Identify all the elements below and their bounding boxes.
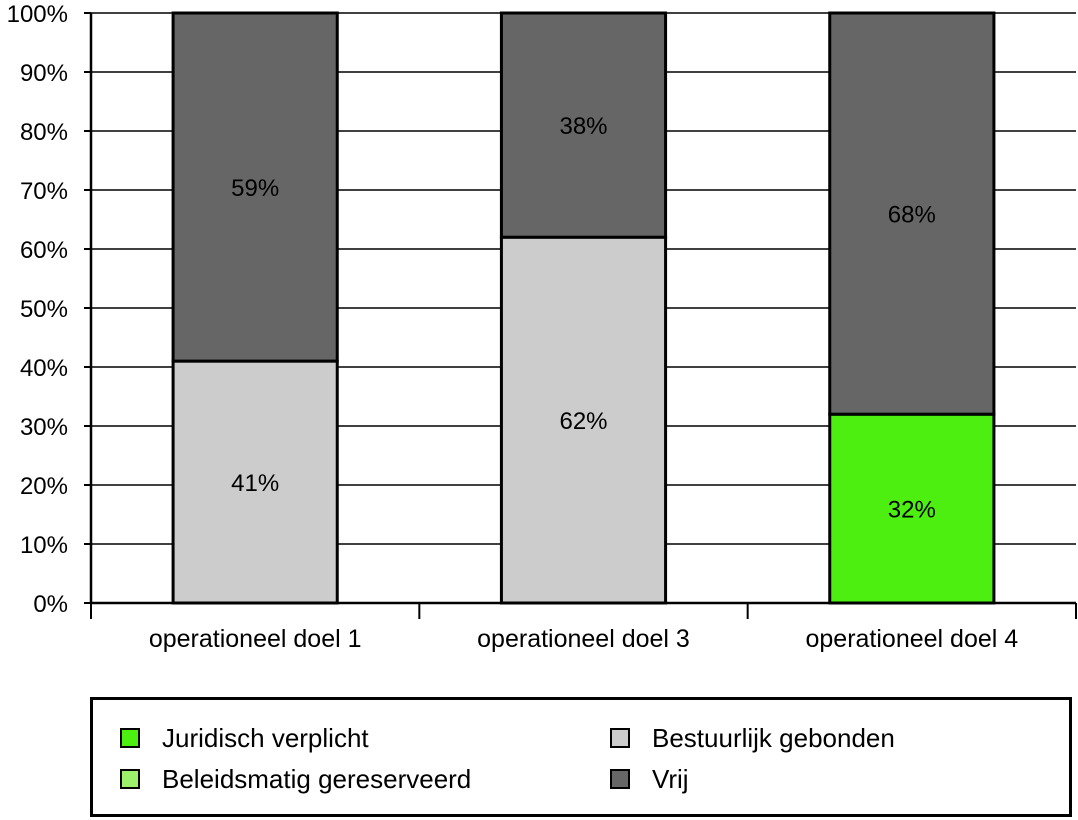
y-tick-label: 0% xyxy=(33,591,68,618)
x-tick-label: operationeel doel 3 xyxy=(477,625,690,653)
legend-label: Juridisch verplicht xyxy=(162,722,369,753)
legend-item-vrij: Vrij xyxy=(610,764,689,794)
y-tick-label: 30% xyxy=(20,414,68,441)
legend-swatch xyxy=(120,769,140,789)
y-tick-label: 60% xyxy=(20,237,68,264)
data-label: 68% xyxy=(888,202,936,229)
y-tick-label: 70% xyxy=(20,178,68,205)
y-tick-label: 10% xyxy=(20,532,68,559)
legend-swatch xyxy=(610,769,630,789)
axes xyxy=(84,12,1077,619)
legend-label: Vrij xyxy=(652,763,689,794)
y-tick-label: 90% xyxy=(20,60,68,87)
legend-item-juridisch-verplicht: Juridisch verplicht xyxy=(120,723,369,753)
x-tick-label: operationeel doel 4 xyxy=(805,625,1018,653)
legend-label: Bestuurlijk gebonden xyxy=(652,722,895,753)
bar-segment xyxy=(171,11,339,363)
legend-item-beleidsmatig-gereserveerd: Beleidsmatig gereserveerd xyxy=(120,764,471,794)
legend-swatch xyxy=(610,728,630,748)
legend-item-bestuurlijk-gebonden: Bestuurlijk gebonden xyxy=(610,723,895,753)
bar-segment xyxy=(828,412,996,605)
bars xyxy=(171,11,996,605)
data-label: 38% xyxy=(559,113,607,140)
y-tick-label: 50% xyxy=(20,296,68,323)
y-tick-label: 80% xyxy=(20,119,68,146)
legend: Juridisch verplicht Bestuurlijk gebonden… xyxy=(90,697,1072,817)
data-label: 62% xyxy=(559,408,607,435)
data-label: 59% xyxy=(231,175,279,202)
x-axis-category-labels: operationeel doel 1 operationeel doel 3 op… xyxy=(149,625,1018,653)
x-tick-label: operationeel doel 1 xyxy=(149,625,362,653)
data-label: 32% xyxy=(888,497,936,524)
y-tick-label: 100% xyxy=(7,1,68,28)
data-labels: 41% 59% 62% 38% 32% 68% xyxy=(231,113,936,523)
legend-swatch xyxy=(120,728,140,748)
y-axis-tick-labels: 0% 10% 20% 30% 40% 50% 60% 70% 80% 90% 100% xyxy=(7,1,68,618)
stacked-bar-chart: 0% 10% 20% 30% 40% 50% 60% 70% 80% 90% 100% 41% 59%… xyxy=(7,1,1077,653)
bar-segment xyxy=(828,11,996,416)
bar-segment xyxy=(499,11,668,239)
y-tick-label: 40% xyxy=(20,355,68,382)
legend-label: Beleidsmatig gereserveerd xyxy=(162,763,472,794)
y-tick-label: 20% xyxy=(20,473,68,500)
data-label: 41% xyxy=(231,470,279,497)
